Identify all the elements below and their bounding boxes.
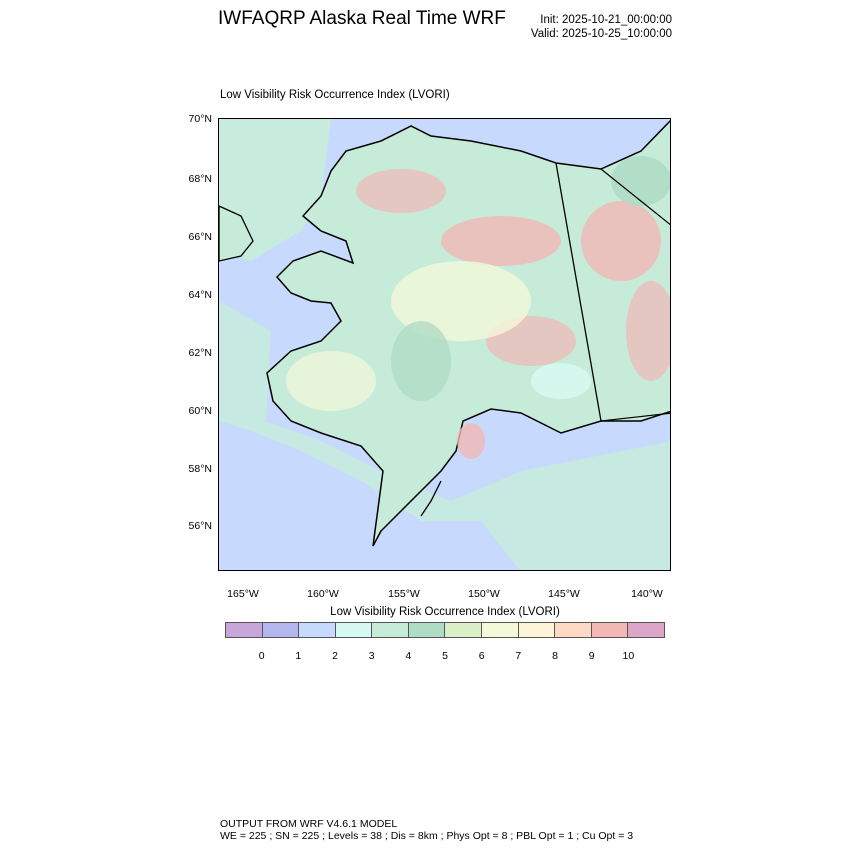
colorbar-swatch [262, 623, 300, 637]
colorbar [225, 622, 665, 638]
colorbar-swatch [226, 623, 263, 637]
index-patches [286, 156, 670, 459]
colorbar-swatch [299, 623, 336, 637]
colorbar-swatch [335, 623, 373, 637]
colorbar-label: 4 [405, 650, 412, 662]
time-info: Init: 2025-10-21_00:00:00 Valid: 2025-10… [531, 13, 672, 41]
colorbar-label: 10 [622, 650, 635, 662]
valid-time: Valid: 2025-10-25_10:00:00 [530, 28, 672, 40]
border-line [600, 412, 670, 422]
colorbar-swatch [591, 623, 629, 637]
init-time: Init: 2025-10-21_00:00:00 [540, 14, 672, 26]
colorbar-label: 2 [332, 650, 338, 662]
colorbar-title: Low Visibility Risk Occurrence Index (LV… [330, 606, 560, 618]
colorbar-swatch [555, 623, 592, 637]
colorbar-swatch [482, 623, 519, 637]
lon-label: 160°W [307, 588, 339, 600]
footer: OUTPUT FROM WRF V4.6.1 MODEL WE = 225 ; … [220, 818, 633, 842]
colorbar-label: 5 [442, 650, 448, 662]
plot-title: IWFAQRP Alaska Real Time WRF [218, 8, 506, 29]
lat-label: 64°N [188, 289, 212, 301]
colorbar-swatch [372, 623, 409, 637]
lon-label: 140°W [631, 588, 663, 600]
lon-label: 150°W [468, 588, 500, 600]
footer-config: WE = 225 ; SN = 225 ; Levels = 38 ; Dis … [220, 830, 634, 842]
colorbar-swatch [445, 623, 483, 637]
footer-model: OUTPUT FROM WRF V4.6.1 MODEL [220, 818, 398, 830]
colorbar-swatch [408, 623, 446, 637]
colorbar-label: 8 [552, 650, 558, 662]
lat-label: 70°N [188, 113, 212, 125]
colorbar-label: 1 [295, 650, 302, 662]
colorbar-label: 7 [515, 650, 522, 662]
colorbar-swatch [628, 623, 664, 637]
russia-land [219, 205, 254, 262]
lat-label: 56°N [188, 520, 212, 532]
field-title: Low Visibility Risk Occurrence Index (LV… [220, 89, 450, 101]
kodiak-island [420, 480, 442, 517]
lat-label: 60°N [188, 405, 212, 417]
lat-label: 58°N [188, 463, 212, 475]
border-line [600, 168, 670, 226]
colorbar-label: 0 [258, 650, 265, 662]
lat-label: 68°N [188, 173, 212, 185]
lon-label: 145°W [548, 588, 580, 600]
map-svg [219, 119, 670, 570]
colorbar-label: 6 [478, 650, 485, 662]
lat-label: 66°N [188, 231, 212, 243]
border-line [555, 162, 602, 422]
ocean-shelf-south [219, 301, 670, 570]
lon-label: 165°W [227, 588, 259, 600]
colorbar-label: 3 [368, 650, 375, 662]
colorbar-swatch [518, 623, 556, 637]
lon-label: 155°W [388, 588, 420, 600]
colorbar-label: 9 [588, 650, 595, 662]
map-panel [218, 118, 671, 571]
lat-label: 62°N [188, 347, 212, 359]
ocean-shelf [219, 119, 331, 261]
